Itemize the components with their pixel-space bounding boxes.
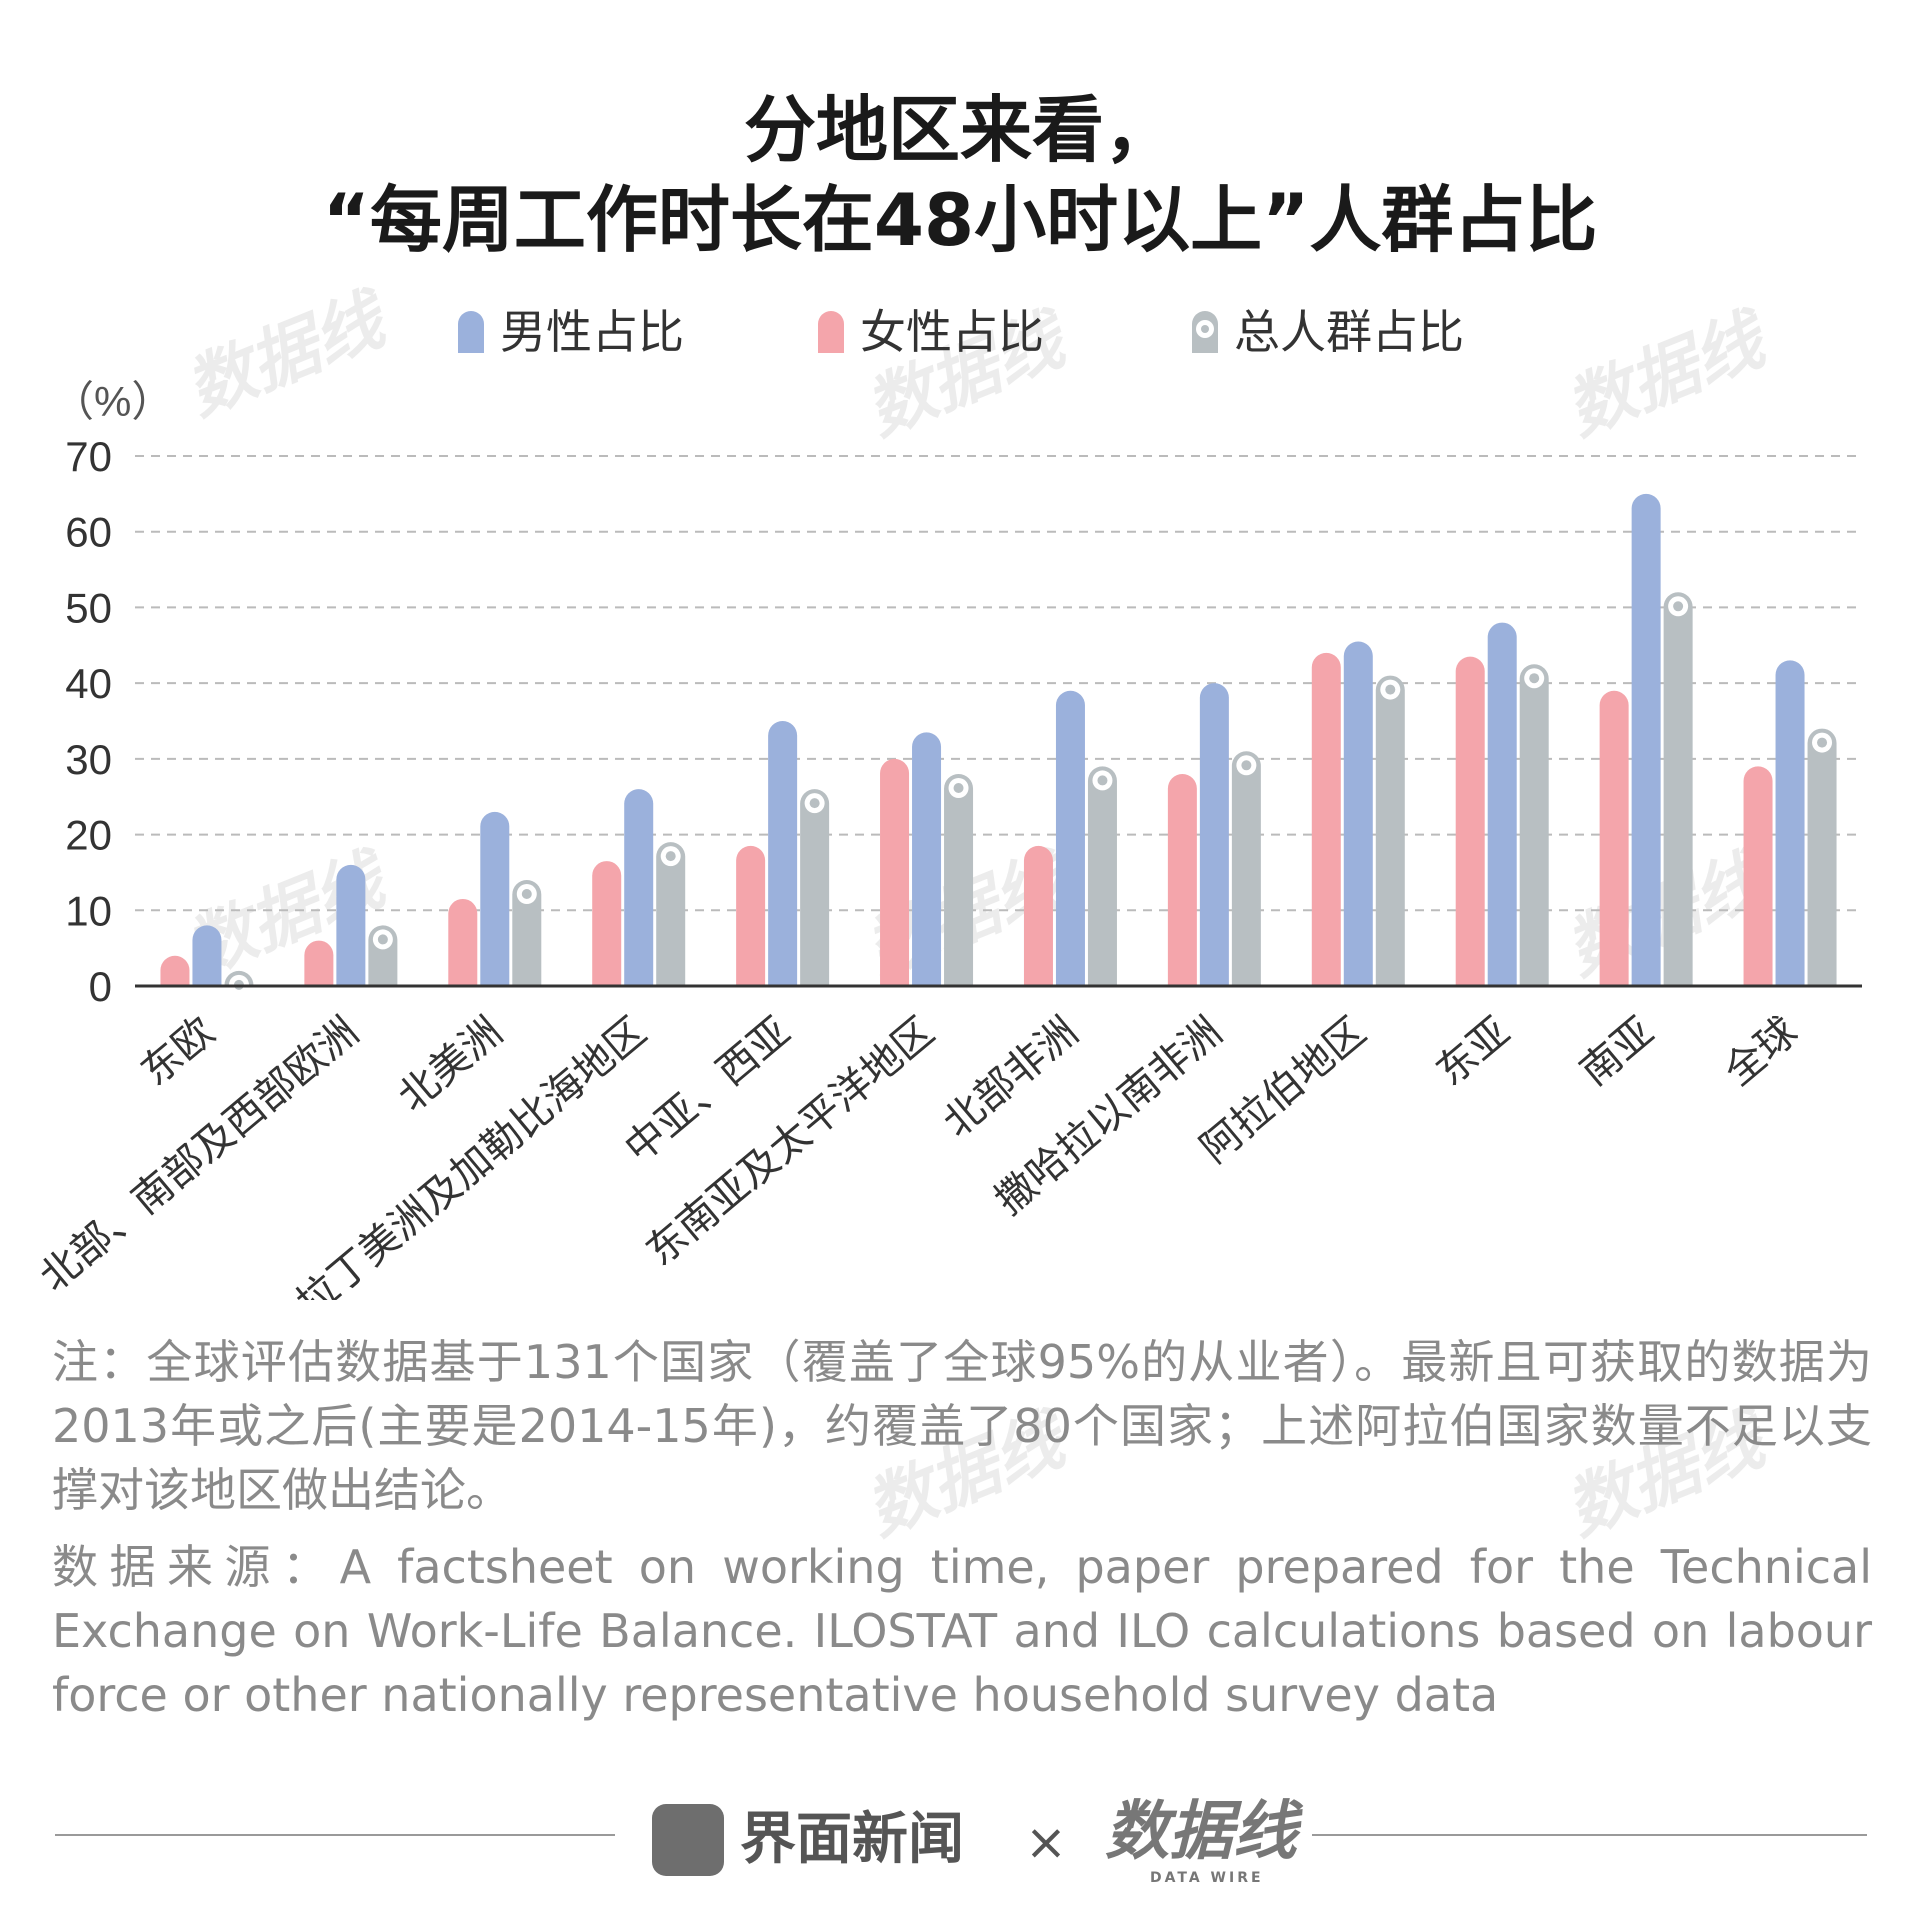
- y-tick-label: 20: [65, 812, 112, 859]
- legend-label: 男性占比: [500, 306, 684, 358]
- footnote: 注：全球评估数据基于131个国家（覆盖了全球95%的从业者）。最新且可获取的数据…: [52, 1335, 1872, 1517]
- bar-total: [1375, 675, 1405, 986]
- footer: 界面新闻 × 数据线 DATA WIRE: [0, 1790, 1920, 1890]
- footer-brand: 界面新闻: [740, 1807, 964, 1872]
- bar-female: [1599, 690, 1629, 986]
- bar-total: [1807, 728, 1837, 986]
- bar-female: [1167, 774, 1197, 986]
- bar-female: [592, 861, 622, 986]
- bar-female: [448, 898, 478, 986]
- bar-total: [1231, 751, 1261, 986]
- x-tick-label: 南亚: [1572, 1009, 1662, 1094]
- bar-total: [656, 842, 686, 986]
- y-tick-label: 40: [65, 660, 112, 707]
- footer-line-right: [1312, 1834, 1867, 1836]
- bar-male: [192, 925, 222, 986]
- bar-female: [1311, 652, 1341, 986]
- total-marker-dot: [1529, 673, 1540, 684]
- footer-line-left: [55, 1834, 615, 1836]
- legend-label: 总人群占比: [1234, 306, 1464, 358]
- total-marker-dot: [953, 783, 964, 793]
- y-tick-label: 0: [89, 963, 112, 1010]
- bar-male: [912, 732, 942, 986]
- x-tick-label: 东亚: [1428, 1009, 1518, 1094]
- data-source: 数据来源：A factsheet on working time, paper …: [52, 1540, 1872, 1722]
- bar-female: [880, 758, 910, 986]
- y-tick-label: 70: [65, 433, 112, 480]
- y-tick-label: 10: [65, 887, 112, 934]
- x-tick-label: 全球: [1716, 1009, 1806, 1094]
- bar-male: [1199, 683, 1229, 986]
- legend-marker-dot: [1201, 325, 1209, 333]
- footer-partner-sub: DATA WIRE: [1150, 1870, 1264, 1886]
- y-tick-label: 30: [65, 736, 112, 783]
- bar-male: [1775, 660, 1805, 986]
- total-marker-dot: [665, 851, 676, 862]
- bar-male: [1631, 493, 1661, 986]
- jiemian-logo-icon: [652, 1804, 724, 1876]
- y-tick-label: 50: [65, 584, 112, 631]
- bar-total: [800, 789, 830, 986]
- total-marker-dot: [521, 889, 532, 899]
- bar-female: [1743, 766, 1773, 986]
- chart-title-line1: 分地区来看，: [743, 88, 1176, 172]
- x-tick-label: 东欧: [133, 1009, 223, 1094]
- x-tick-label: 北美洲: [390, 1009, 510, 1120]
- y-axis-unit-label: （%）: [52, 378, 173, 425]
- bar-female: [1023, 845, 1053, 986]
- bar-female: [1455, 656, 1485, 986]
- bar-male: [1487, 622, 1517, 986]
- total-marker-dot: [377, 934, 388, 945]
- bar-male: [336, 864, 366, 986]
- bar-male: [480, 811, 510, 986]
- bar-total: [944, 774, 974, 986]
- chart-title-line2: “每周工作时长在48小时以上”人群占比: [322, 178, 1598, 262]
- legend-swatch: [818, 311, 844, 353]
- bar-male: [768, 721, 798, 986]
- legend-label: 女性占比: [860, 306, 1044, 358]
- total-marker-dot: [1385, 684, 1396, 695]
- bar-female: [304, 940, 334, 986]
- bar-male: [1343, 641, 1373, 986]
- footer-times: ×: [1025, 1813, 1067, 1871]
- bar-male: [1055, 690, 1085, 986]
- bar-total: [1087, 766, 1117, 986]
- total-marker-dot: [1817, 737, 1828, 748]
- y-tick-label: 60: [65, 509, 112, 556]
- footer-partner: 数据线: [1105, 1795, 1297, 1869]
- bar-total: [1663, 592, 1693, 986]
- bar-total: [1519, 664, 1549, 986]
- total-marker-dot: [809, 798, 820, 809]
- legend-swatch: [458, 311, 484, 353]
- total-marker-dot: [1673, 601, 1684, 612]
- bar-female: [736, 845, 766, 986]
- total-marker-dot: [1097, 775, 1108, 786]
- bar-male: [624, 789, 654, 986]
- total-marker-dot: [1241, 760, 1252, 771]
- bar-total: [512, 880, 542, 986]
- bar-female: [160, 955, 190, 986]
